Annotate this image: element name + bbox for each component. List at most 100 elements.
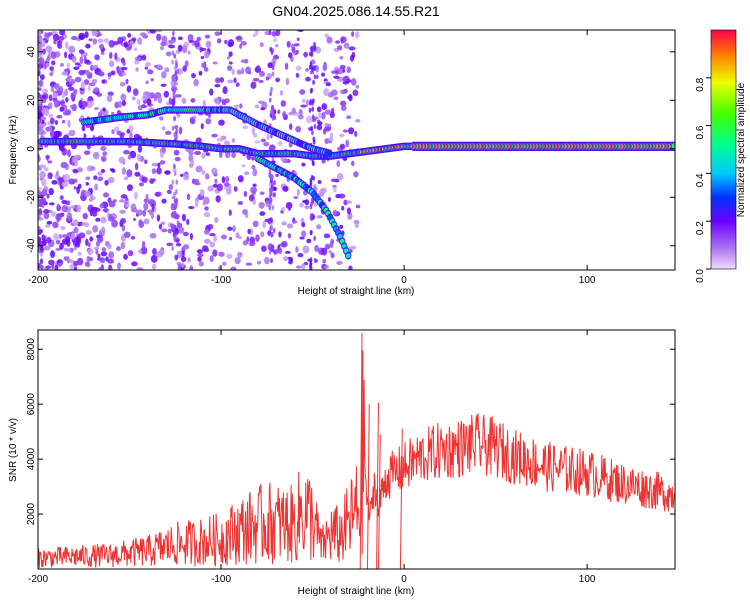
heatmap-cell bbox=[268, 30, 272, 36]
heatmap-cell bbox=[159, 160, 166, 165]
heatmap-cell bbox=[157, 96, 163, 104]
heatmap-cell bbox=[339, 133, 345, 138]
heatmap-cell bbox=[61, 234, 69, 239]
heatmap-cell bbox=[54, 264, 59, 270]
heatmap-cell bbox=[174, 94, 182, 98]
heatmap-cell bbox=[171, 59, 174, 65]
heatmap-cell bbox=[174, 214, 180, 220]
heatmap-cell bbox=[138, 182, 144, 187]
heatmap-cell bbox=[324, 243, 331, 250]
heatmap-cell bbox=[85, 182, 89, 186]
heatmap-cell bbox=[305, 67, 309, 72]
heatmap-cell bbox=[245, 213, 249, 218]
heatmap-cell bbox=[345, 139, 350, 148]
heatmap-cell bbox=[70, 93, 76, 101]
heatmap-cell bbox=[72, 219, 79, 227]
heatmap-cell bbox=[319, 188, 325, 196]
heatmap-cell bbox=[223, 140, 231, 146]
heatmap-cell bbox=[273, 192, 277, 198]
heatmap-cell bbox=[260, 231, 265, 238]
heatmap-cell bbox=[194, 150, 202, 156]
spectrogram-y-label: Frequency (Hz) bbox=[8, 116, 19, 185]
heatmap-cell bbox=[295, 65, 302, 71]
heatmap-cell bbox=[311, 130, 314, 136]
heatmap-cell bbox=[277, 109, 281, 115]
heatmap-cell bbox=[141, 54, 147, 61]
heatmap-cell bbox=[180, 173, 184, 177]
heatmap-cell bbox=[159, 150, 165, 159]
heatmap-cell bbox=[671, 142, 675, 150]
heatmap-cell bbox=[73, 186, 77, 190]
heatmap-cell bbox=[121, 72, 127, 76]
heatmap-cell bbox=[79, 56, 84, 65]
heatmap-cell bbox=[116, 66, 120, 74]
heatmap-cell bbox=[191, 72, 196, 79]
heatmap-cell bbox=[194, 40, 200, 48]
heatmap-cell bbox=[229, 236, 233, 241]
heatmap-cell bbox=[269, 91, 272, 97]
heatmap-cell bbox=[197, 253, 204, 258]
heatmap-cell bbox=[168, 97, 172, 105]
heatmap-cell bbox=[70, 232, 76, 240]
heatmap-cell bbox=[164, 67, 170, 73]
heatmap-cell bbox=[156, 214, 161, 222]
heatmap-cell bbox=[187, 257, 191, 263]
heatmap-cell bbox=[228, 61, 233, 65]
heatmap-cell bbox=[314, 244, 320, 252]
heatmap-cell bbox=[38, 103, 44, 110]
heatmap-cell bbox=[141, 176, 148, 183]
heatmap-cell bbox=[100, 251, 108, 257]
heatmap-cell bbox=[245, 262, 253, 266]
heatmap-cell bbox=[321, 72, 325, 77]
heatmap-cell bbox=[119, 209, 124, 214]
heatmap-cell bbox=[348, 94, 353, 102]
heatmap-cell bbox=[324, 109, 332, 115]
heatmap-cell bbox=[125, 203, 131, 208]
heatmap-cell bbox=[48, 202, 55, 206]
heatmap-cell bbox=[106, 94, 113, 103]
heatmap-cell bbox=[91, 65, 97, 70]
heatmap-cell bbox=[38, 208, 42, 216]
heatmap-cell bbox=[197, 256, 202, 262]
heatmap-cell bbox=[69, 247, 74, 253]
heatmap-cell bbox=[38, 57, 45, 64]
heatmap-cell bbox=[354, 222, 360, 229]
heatmap-cell bbox=[173, 231, 176, 237]
heatmap-cell bbox=[64, 88, 69, 97]
heatmap-cell bbox=[337, 45, 343, 51]
heatmap-cell bbox=[178, 226, 185, 234]
heatmap-cell bbox=[83, 133, 87, 139]
heatmap-cell bbox=[278, 231, 282, 238]
heatmap-cell bbox=[100, 51, 105, 55]
heatmap-cell bbox=[118, 156, 125, 164]
heatmap-cell bbox=[130, 203, 137, 212]
heatmap-cell bbox=[204, 206, 209, 211]
heatmap-cell bbox=[88, 197, 93, 202]
heatmap-cell bbox=[168, 184, 174, 191]
heatmap-cell bbox=[122, 61, 126, 66]
heatmap-cell bbox=[166, 242, 174, 247]
heatmap-cell bbox=[78, 100, 83, 109]
heatmap-cell bbox=[38, 30, 42, 37]
heatmap-cell bbox=[316, 106, 322, 113]
heatmap-cell bbox=[254, 104, 260, 109]
heatmap-cell bbox=[329, 132, 334, 139]
heatmap-cell bbox=[119, 81, 126, 87]
heatmap-cell bbox=[81, 125, 86, 132]
heatmap-cell bbox=[107, 267, 113, 270]
heatmap-cell bbox=[175, 179, 179, 185]
heatmap-cell bbox=[250, 186, 258, 194]
heatmap-cell bbox=[151, 168, 157, 175]
heatmap-cell bbox=[345, 253, 351, 259]
x-tick-label: -100 bbox=[211, 275, 231, 286]
heatmap-cell bbox=[95, 217, 101, 222]
heatmap-cell bbox=[103, 38, 110, 44]
heatmap-cell bbox=[60, 161, 68, 169]
heatmap-cell bbox=[183, 244, 190, 250]
heatmap-cell bbox=[73, 89, 78, 94]
heatmap-cell bbox=[46, 193, 50, 199]
heatmap-cell bbox=[221, 261, 227, 266]
heatmap-cell bbox=[309, 51, 312, 57]
heatmap-cell bbox=[253, 133, 258, 138]
